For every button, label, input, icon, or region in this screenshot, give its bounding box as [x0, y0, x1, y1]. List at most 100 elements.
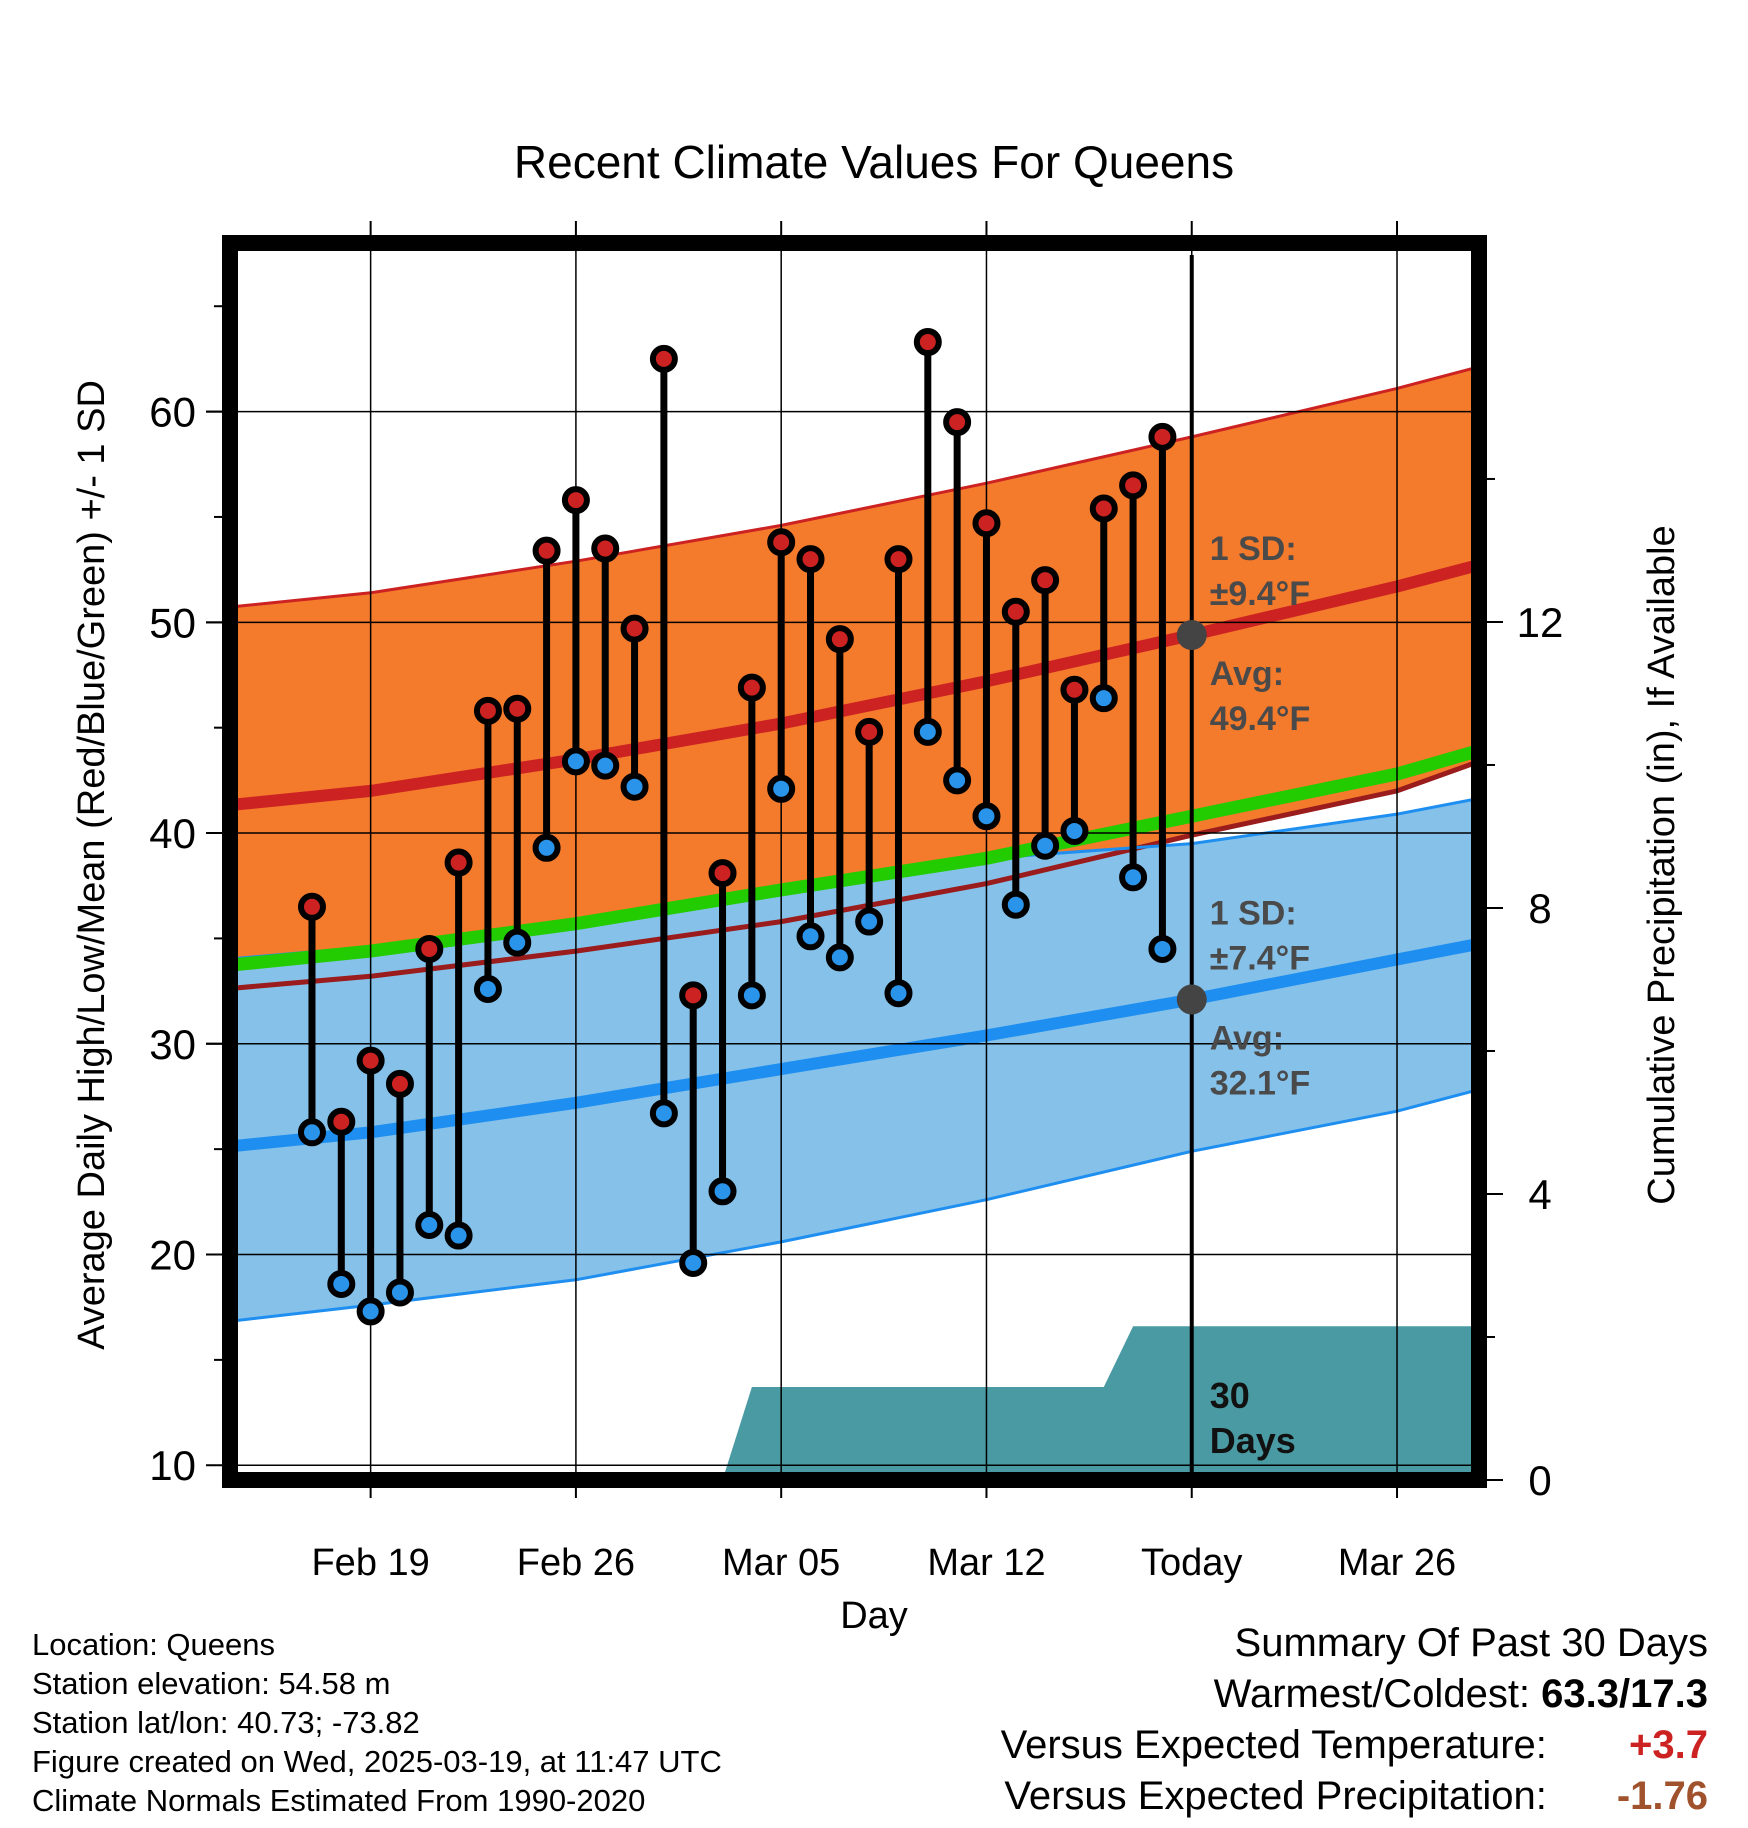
low-point: [473, 974, 502, 1003]
today-avg-low-marker: [1176, 984, 1207, 1015]
x-tick-label: Feb 26: [517, 1542, 635, 1584]
high-point: [415, 934, 444, 963]
normals-text: Climate Normals Estimated From 1990-2020: [32, 1783, 646, 1818]
low-point: [737, 981, 766, 1010]
high-point: [1089, 494, 1118, 523]
low-point: [620, 772, 649, 801]
low-point: [561, 747, 590, 776]
low-point: [503, 928, 532, 957]
low-avg-value: 32.1°F: [1210, 1065, 1311, 1103]
high-point: [1001, 597, 1030, 626]
precip-label: Versus Expected Precipitation:: [1004, 1774, 1547, 1818]
high-point: [327, 1107, 356, 1136]
y-tick-label: 30: [149, 1021, 196, 1068]
low-point: [1119, 863, 1148, 892]
high-point: [297, 892, 326, 921]
y-tick-label: 50: [149, 599, 196, 646]
x-tick-label: Feb 19: [311, 1542, 429, 1584]
precip-value: -1.76: [1616, 1774, 1708, 1818]
low-point: [1089, 684, 1118, 713]
low-point: [1031, 831, 1060, 860]
low-point: [649, 1099, 678, 1128]
low-point: [356, 1297, 385, 1326]
high-avg-label: Avg:: [1210, 655, 1284, 693]
low-sd-value: ±7.4°F: [1210, 940, 1310, 978]
high-point: [1148, 422, 1177, 451]
avg-mean-line: [224, 742, 1485, 973]
y2-axis-label: Cumulative Precipitation (in), If Availa…: [1641, 525, 1683, 1204]
low-point: [591, 751, 620, 780]
y-tick-label: 60: [149, 389, 196, 436]
high-point: [884, 545, 913, 574]
warm-cold-value: 63.3/17.3: [1541, 1672, 1708, 1716]
y-tick-label: 20: [149, 1232, 196, 1279]
low-point: [1148, 934, 1177, 963]
x-tick-label: Mar 12: [927, 1542, 1045, 1584]
high-sd-upper-line: [224, 363, 1485, 610]
avg-high-line: [224, 557, 1485, 812]
today-avg-high-marker: [1176, 619, 1207, 650]
low-point: [679, 1248, 708, 1277]
low-avg-label: Avg:: [1210, 1020, 1284, 1058]
high-sd-value: ±9.4°F: [1210, 575, 1310, 613]
high-point: [1031, 566, 1060, 595]
high-point: [444, 848, 473, 877]
high-point: [708, 859, 737, 888]
low-sd-label: 1 SD:: [1210, 895, 1297, 933]
plot-area: 1 SD: ±9.4°F Avg: 49.4°F 1 SD: ±7.4°F Avg: 32.1…: [149, 221, 1563, 1584]
station-info: Location: Queens Station elevation: 54.5…: [32, 1625, 722, 1820]
y2-tick-label: 12: [1517, 599, 1564, 646]
clipped-layer: [224, 243, 1485, 1480]
low-point: [855, 907, 884, 936]
plot-frame: [222, 235, 1487, 1488]
avg-low-line: [224, 936, 1485, 1153]
precipitation-area: [312, 1326, 1485, 1480]
high-point: [737, 673, 766, 702]
high-point: [561, 486, 590, 515]
x-tick-label: Mar 26: [1338, 1542, 1456, 1584]
low-point: [972, 802, 1001, 831]
high-point: [825, 625, 854, 654]
summary-precip-row: Versus Expected Precipitation: -1.76: [1001, 1771, 1708, 1822]
high-point: [796, 545, 825, 574]
high-point: [473, 696, 502, 725]
temp-value: +3.7: [1629, 1723, 1708, 1767]
y-tick-label: 40: [149, 810, 196, 857]
temp-label: Versus Expected Temperature:: [1000, 1723, 1547, 1767]
low-point: [297, 1118, 326, 1147]
low-point: [1060, 816, 1089, 845]
low-point: [884, 979, 913, 1008]
high-point: [943, 408, 972, 437]
days-label-number: 30: [1210, 1375, 1250, 1416]
elevation-text: Station elevation: 54.58 m: [32, 1666, 391, 1701]
low-point: [796, 922, 825, 951]
high-point: [913, 328, 942, 357]
high-point: [1119, 471, 1148, 500]
warm-cold-label: Warmest/Coldest:: [1213, 1672, 1531, 1716]
high-avg-value: 49.4°F: [1210, 700, 1311, 738]
chart-title: Recent Climate Values For Queens: [514, 136, 1234, 188]
low-point: [767, 774, 796, 803]
y-axis-label: Average Daily High/Low/Mean (Red/Blue/Gr…: [71, 380, 113, 1350]
high-point: [503, 694, 532, 723]
high-point: [1060, 675, 1089, 704]
y2-tick-label: 8: [1528, 885, 1551, 932]
x-axis-label: Day: [840, 1595, 908, 1637]
high-point: [649, 344, 678, 373]
high-point: [855, 717, 884, 746]
low-point: [385, 1278, 414, 1307]
low-point: [1001, 890, 1030, 919]
summary-panel: Summary Of Past 30 Days Warmest/Coldest:…: [1001, 1618, 1708, 1822]
x-tick-label: Today: [1141, 1542, 1242, 1584]
low-point: [825, 943, 854, 972]
high-point: [972, 509, 1001, 538]
latlon-text: Station lat/lon: 40.73; -73.82: [32, 1705, 420, 1740]
created-text: Figure created on Wed, 2025-03-19, at 11…: [32, 1744, 722, 1779]
y2-tick-label: 4: [1528, 1171, 1551, 1218]
low-point: [532, 833, 561, 862]
high-point: [356, 1046, 385, 1075]
high-point: [385, 1069, 414, 1098]
low-point: [708, 1177, 737, 1206]
high-point: [620, 614, 649, 643]
high-point: [767, 528, 796, 557]
